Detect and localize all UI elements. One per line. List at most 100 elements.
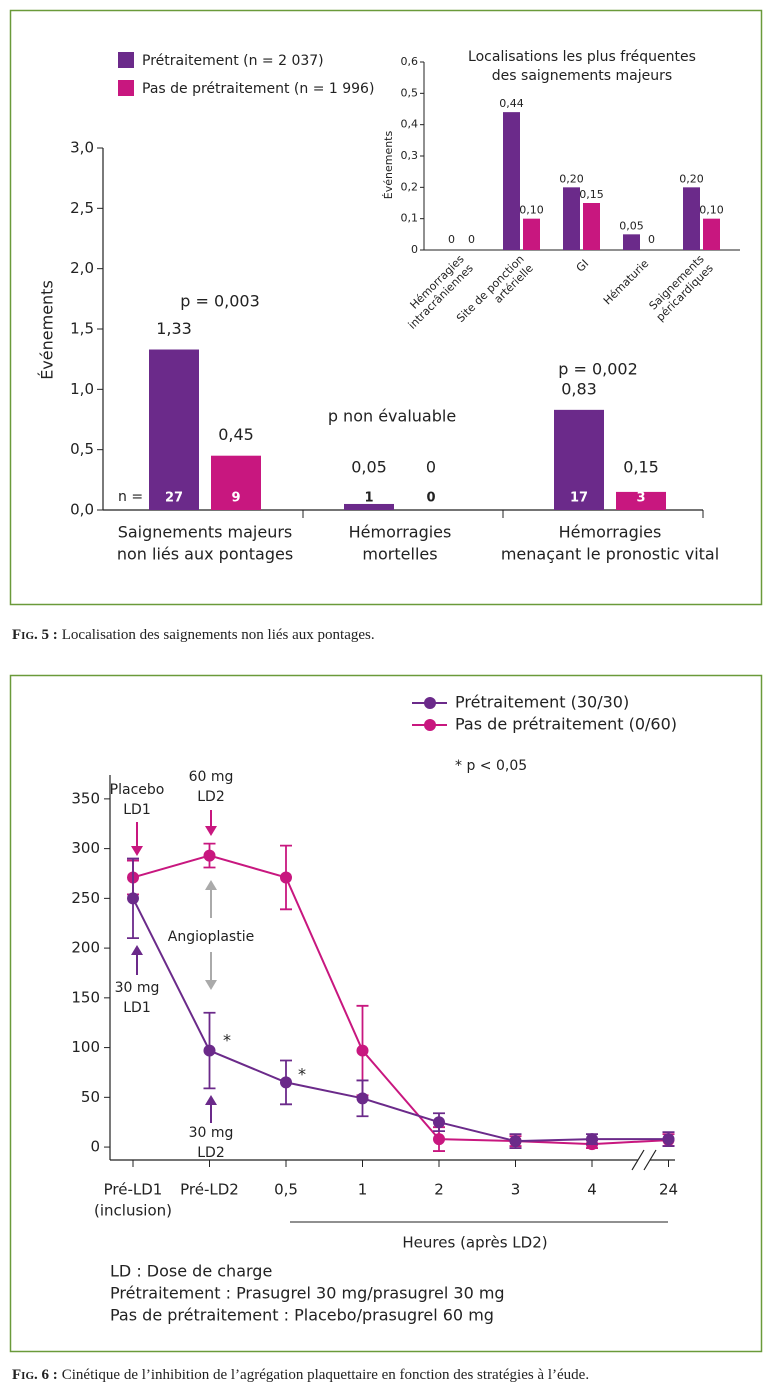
value-label: 0,20 — [559, 172, 584, 185]
x-tick-label: Hémorragies — [559, 523, 662, 542]
legend-marker — [424, 719, 436, 731]
data-point — [356, 1044, 369, 1057]
y-tick-label: 0,5 — [401, 86, 419, 99]
data-point — [280, 1076, 292, 1089]
value-label: 0,10 — [699, 204, 724, 217]
p-value: p = 0,002 — [558, 360, 638, 379]
data-point — [280, 871, 292, 884]
axis-break — [643, 1149, 657, 1171]
bar — [563, 187, 580, 250]
bar — [703, 218, 720, 250]
legend-swatch — [118, 52, 134, 68]
bar — [344, 503, 394, 510]
y-tick-label: 0,1 — [401, 212, 419, 225]
y-tick-label: 0,0 — [70, 501, 94, 519]
value-label: 0,45 — [218, 425, 254, 444]
value-label: 0 — [448, 233, 455, 246]
data-point — [509, 1135, 522, 1148]
x-tick-label: Hématurie — [601, 257, 651, 307]
x-tick-label: GI — [574, 257, 592, 275]
bar — [623, 234, 640, 250]
y-tick-label: 250 — [71, 889, 100, 907]
count-label: 1 — [364, 491, 373, 506]
y-tick-label: 0 — [90, 1138, 100, 1156]
data-point — [433, 1133, 445, 1146]
annotation: LD2 — [197, 789, 225, 805]
arrow-head — [205, 826, 217, 836]
x-tick-label: Saignements majeurs — [118, 523, 293, 542]
bar — [583, 203, 600, 250]
inset-title: des saignements majeurs — [492, 68, 672, 84]
caption-text: Cinétique de l’inhibition de l’agrégatio… — [62, 1367, 589, 1383]
inset-title: Localisations les plus fréquentes — [468, 49, 696, 65]
count-label: 9 — [231, 491, 240, 506]
value-label: 0,83 — [561, 379, 597, 398]
count-prefix: n = — [118, 489, 143, 505]
value-label: 0,10 — [519, 204, 544, 217]
arrow-head — [205, 980, 217, 990]
value-label: 0,05 — [351, 458, 387, 477]
annotation: Placebo — [110, 782, 165, 798]
count-label: 0 — [426, 491, 435, 506]
note: LD : Dose de charge — [110, 1262, 272, 1281]
value-label: 0,15 — [623, 458, 659, 477]
y-axis-label: Événements — [38, 280, 57, 380]
data-point — [662, 1133, 675, 1146]
data-point — [203, 849, 216, 862]
note: Pas de prétraitement : Placebo/prasugrel… — [110, 1306, 494, 1325]
y-tick-label: 0,4 — [401, 118, 419, 131]
axis-break — [631, 1149, 645, 1171]
arrow-head — [131, 846, 143, 856]
legend-label: Pas de prétraitement (0/60) — [455, 715, 677, 734]
y-tick-label: 300 — [71, 839, 100, 857]
note: Prétraitement : Prasugrel 30 mg/prasugre… — [110, 1284, 505, 1303]
data-point — [127, 892, 139, 905]
count-label: 17 — [570, 491, 588, 506]
bar — [523, 218, 540, 250]
value-label: 0 — [648, 233, 655, 246]
main-bar-chart: 0,0 0,5 1,0 1,5 2,0 2,5 3,0 Événements Saignemen… — [38, 52, 719, 564]
y-tick-label: 2,5 — [70, 199, 94, 217]
x-axis-label: Heures (après LD2) — [402, 1234, 547, 1252]
y-tick-label: 0,6 — [401, 55, 419, 68]
count-label: 3 — [636, 491, 645, 506]
y-tick-label: 3,0 — [70, 139, 94, 157]
legend-label: Prétraitement (30/30) — [455, 693, 629, 712]
arrow-head — [205, 1095, 217, 1105]
series-line — [132, 854, 669, 1146]
x-tick-label: menaçant le pronostic vital — [501, 545, 719, 564]
figure-frame — [9, 9, 763, 606]
x-tick-label: (inclusion) — [94, 1202, 172, 1220]
figure-caption: Fig. 6 : Cinétique de l’inhibition de l’a… — [12, 1367, 589, 1383]
y-tick-label: 0,2 — [401, 180, 419, 193]
annotation: LD1 — [123, 802, 151, 818]
bar — [616, 491, 666, 510]
y-tick-label: 0,5 — [70, 440, 94, 458]
value-label: 1,33 — [156, 319, 192, 338]
p-value: p non évaluable — [328, 407, 456, 426]
x-tick-label: Pré-LD2 — [180, 1181, 239, 1199]
legend-label: Prétraitement (n = 2 037) — [142, 53, 324, 69]
caption-label: Fig. 5 : — [12, 627, 58, 643]
value-label: 0,05 — [619, 219, 644, 232]
bar — [503, 112, 520, 250]
y-tick-label: 1,5 — [70, 320, 94, 338]
x-tick-label: 3 — [511, 1181, 521, 1199]
data-point — [433, 1116, 445, 1129]
bar — [683, 187, 700, 250]
y-tick-label: 50 — [81, 1088, 100, 1106]
figure-frame — [9, 674, 763, 1353]
value-label: 0,44 — [499, 97, 524, 110]
data-point — [356, 1092, 369, 1105]
x-tick-label: 1 — [358, 1181, 368, 1199]
annotation: LD2 — [197, 1145, 225, 1161]
x-tick-label: Hémorragies — [349, 523, 452, 542]
x-tick-label: 4 — [587, 1181, 597, 1199]
y-tick-label: 100 — [71, 1038, 100, 1056]
legend-swatch — [118, 80, 134, 96]
x-tick-label: 2 — [434, 1181, 444, 1199]
data-point — [203, 1044, 216, 1057]
y-tick-label: 0 — [411, 243, 418, 256]
x-tick-label: Pré-LD1 — [104, 1181, 163, 1199]
